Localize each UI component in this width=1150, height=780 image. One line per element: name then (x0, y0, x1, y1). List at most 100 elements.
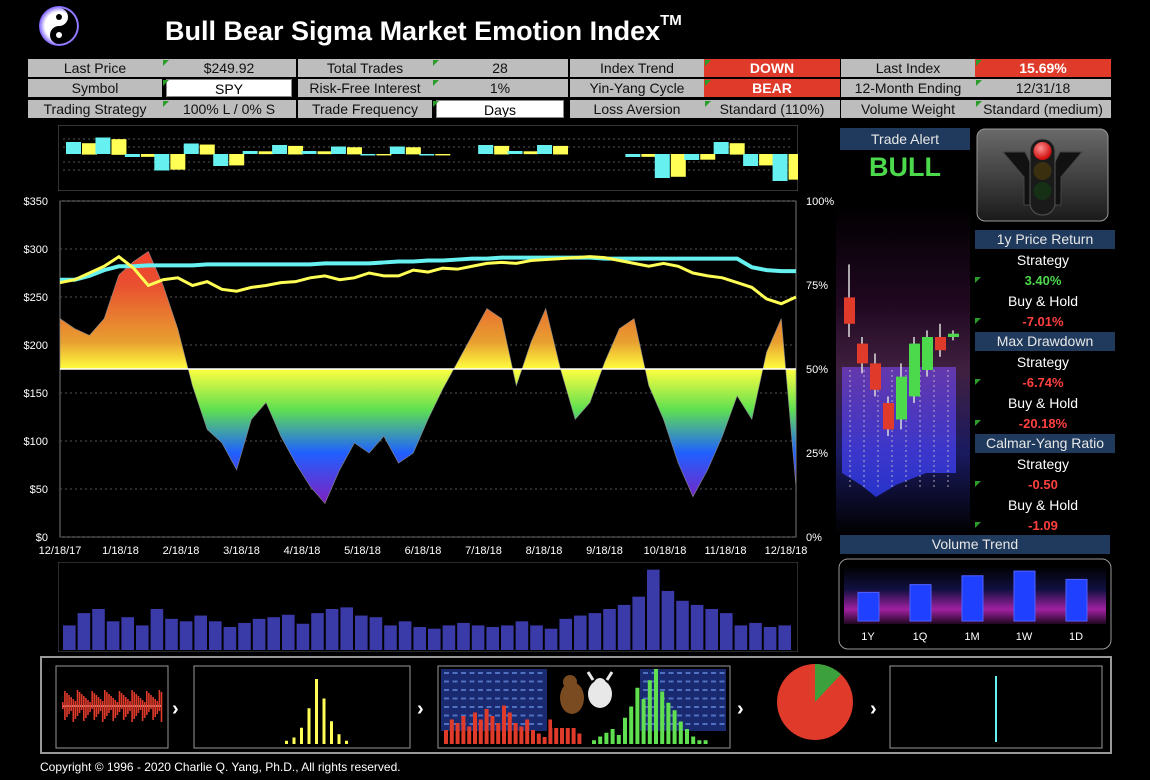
grid-dot (452, 706, 458, 708)
strip-bar (80, 694, 83, 710)
strip-bar (118, 691, 121, 712)
bear-bar (455, 723, 460, 744)
grid-dot (685, 706, 691, 708)
bull-bar (616, 735, 621, 744)
volume-trend-bar (961, 575, 984, 622)
strip-bar (129, 701, 131, 711)
signal-bar-yellow (494, 145, 510, 155)
candle-body (857, 343, 868, 364)
strip-bar (97, 697, 100, 714)
grid-dot (537, 697, 543, 700)
x-tick: 8/18/18 (526, 545, 563, 557)
x-tick: 4/18/18 (284, 545, 321, 557)
bull-bar (703, 740, 708, 744)
grid-dot (702, 680, 708, 683)
bear-bar (536, 733, 541, 744)
bear-bar (496, 723, 501, 744)
strip-bar (110, 696, 112, 710)
bear-bar (490, 716, 495, 744)
grid-dot (668, 714, 674, 717)
volume-bar (501, 625, 514, 650)
candle-body (935, 337, 946, 351)
distribution-bar (315, 679, 318, 744)
volume-bar (165, 618, 178, 650)
grid-dot (643, 689, 648, 691)
signal-bar-yellow (641, 154, 657, 157)
grid-dot (512, 697, 517, 700)
grid-dot (512, 706, 517, 708)
signal-bar-cyan (478, 145, 494, 154)
grid-dot (486, 714, 492, 717)
grid-dot (702, 689, 708, 691)
grid-dot (685, 672, 691, 674)
strip-bar (87, 700, 89, 715)
volume-bar (398, 621, 412, 650)
grid-dot (702, 714, 708, 717)
signal-bar-yellow (170, 154, 186, 170)
distribution-bar (330, 721, 333, 744)
stats-header-max-drawdown: Max Drawdown (975, 332, 1115, 351)
stats-price-return-strategy-label: Strategy (1016, 252, 1070, 268)
signal-bar-yellow (346, 147, 362, 155)
bull-bar (598, 736, 603, 744)
signal-bar-yellow (435, 154, 451, 156)
grid-dot (478, 697, 483, 700)
grid-dot (685, 697, 691, 700)
grid-dot (694, 723, 699, 725)
grid-dot (495, 714, 500, 717)
value-symbol[interactable]: SPY (166, 79, 292, 97)
grid-dot (486, 689, 492, 691)
grid-dot (486, 706, 492, 708)
grid-dot (520, 723, 526, 725)
bull-bear-icon (552, 668, 620, 728)
grid-dot (461, 680, 466, 683)
candle-body (883, 403, 894, 430)
volume-trend-label: 1Q (913, 631, 928, 643)
value-trade-frequency[interactable]: Days (436, 100, 564, 118)
grid-dot (668, 697, 674, 700)
y-left-tick: $150 (24, 388, 48, 400)
strip-bar (101, 701, 104, 722)
grid-dot (694, 672, 699, 674)
bear-bar (484, 709, 489, 744)
grid-dot (677, 672, 682, 674)
candle-body (948, 333, 959, 337)
arrow-icon: › (417, 698, 424, 720)
signal-bar-cyan (713, 142, 729, 154)
pie-slice-green (815, 664, 842, 702)
volume-bar (442, 625, 456, 650)
grid-dot (444, 706, 449, 708)
grid-dot (452, 723, 458, 725)
signal-bar-cyan (389, 146, 405, 154)
volume-bar (179, 621, 193, 650)
strip-bar (78, 692, 81, 713)
strip-bar (66, 693, 68, 717)
bear-bar (467, 726, 472, 744)
grid-dot (719, 680, 725, 683)
grid-dot (668, 680, 674, 683)
grid-dot (529, 706, 534, 708)
signal-bar-yellow (729, 143, 745, 155)
volume-bar (457, 622, 470, 650)
distribution-bar (345, 740, 348, 744)
signal-bar-yellow (670, 154, 686, 177)
grid-dot (503, 680, 509, 683)
indicator-icon (163, 60, 169, 66)
strip-bar (95, 695, 98, 717)
strip-bar (131, 690, 133, 722)
bull-bar (666, 702, 671, 744)
grid-dot (685, 714, 691, 717)
stats-max-drawdown-strategy-label: Strategy (1016, 354, 1070, 370)
volume-trend-label: 1W (1016, 631, 1033, 643)
bull-bar (592, 740, 596, 744)
grid-dot (469, 714, 475, 717)
signal-bar-cyan (183, 143, 199, 154)
trade-alert-header: Trade Alert (840, 128, 970, 150)
grid-dot (461, 689, 466, 691)
signal-bar-chart (58, 125, 798, 191)
candlestick-chart (836, 205, 970, 535)
signal-bar-yellow (700, 154, 716, 160)
grid-dot (444, 697, 449, 700)
volume-bar (676, 600, 689, 650)
bear-bar (461, 716, 466, 744)
